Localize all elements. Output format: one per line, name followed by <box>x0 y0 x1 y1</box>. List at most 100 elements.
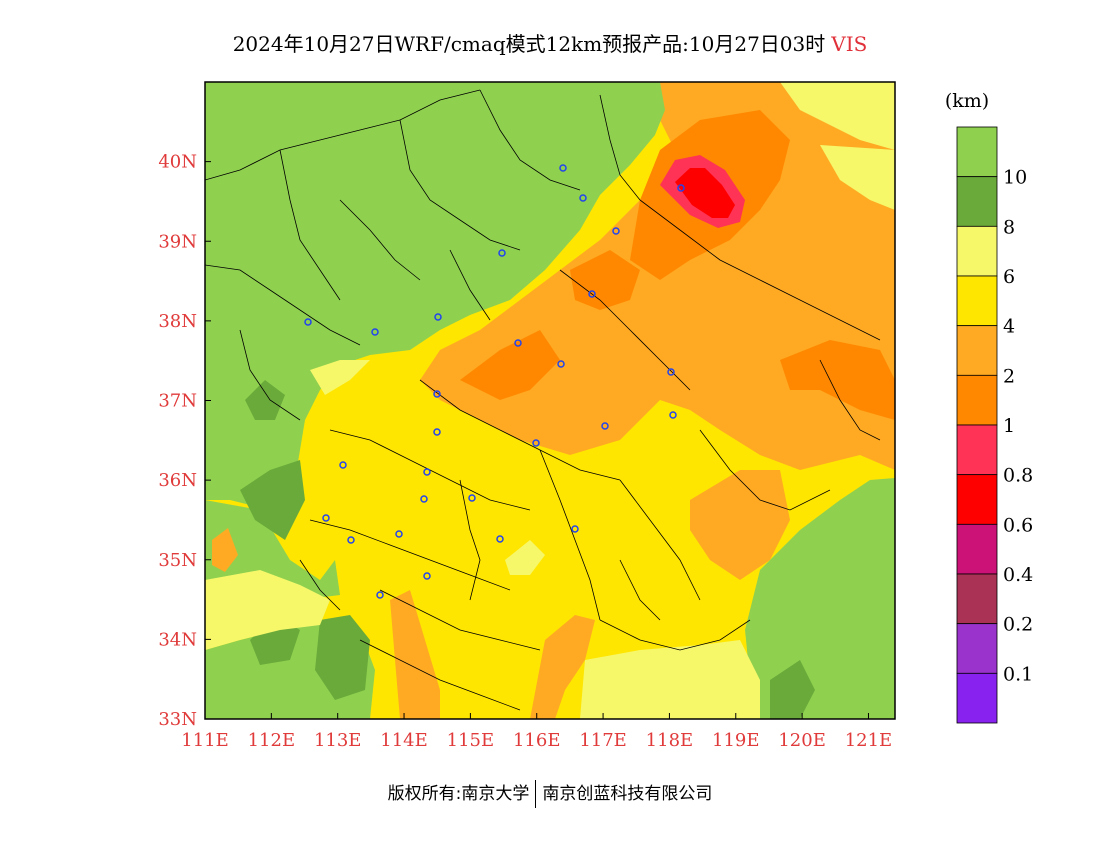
field-light-yellow-ne <box>780 82 895 150</box>
field-dark-orange-c <box>570 250 640 310</box>
city-marker <box>677 184 685 192</box>
colorbar-swatch <box>956 325 998 376</box>
colorbar-label: 6 <box>1003 266 1015 288</box>
footer-left: 版权所有:南京大学 <box>387 784 530 804</box>
lon-tick-label: 120E <box>778 730 826 751</box>
city-marker <box>304 318 312 326</box>
city-marker <box>371 328 379 336</box>
lon-tick-label: 112E <box>248 730 296 751</box>
field-red-core <box>675 168 735 218</box>
field-light-yellow-s3 <box>505 540 545 575</box>
lat-tick-label: 40N <box>158 152 197 173</box>
lat-tick-label: 33N <box>158 709 197 730</box>
colorbar-swatch <box>956 176 998 227</box>
lat-tick-label: 39N <box>158 231 197 252</box>
field-light-yellow-w <box>310 360 370 395</box>
field-dark-green-5 <box>245 380 285 420</box>
lat-tick-label: 35N <box>158 550 197 571</box>
city-marker <box>559 164 567 172</box>
city-marker <box>667 368 675 376</box>
lon-tick-label: 111E <box>181 730 229 751</box>
colorbar-label: 4 <box>1003 316 1015 338</box>
city-marker <box>322 514 330 522</box>
city-marker <box>514 339 522 347</box>
city-marker <box>532 439 540 447</box>
colorbar-label: 10 <box>1003 167 1027 189</box>
field-orange-se <box>690 470 790 580</box>
field-dark-orange-east <box>780 340 895 420</box>
admin-boundaries <box>205 89 881 711</box>
city-marker <box>468 494 476 502</box>
field-dark-orange-mid <box>460 330 560 400</box>
colorbar-label: 0.4 <box>1003 564 1033 586</box>
field-orange-south-2 <box>530 615 595 719</box>
lon-tick-label: 118E <box>646 730 694 751</box>
map-title: 2024年10月27日WRF/cmaq模式12km预报产品:10月27日03时 V… <box>0 28 1100 57</box>
city-marker <box>557 360 565 368</box>
colorbar-swatch <box>956 523 998 575</box>
city-marker <box>339 461 347 469</box>
city-marker <box>669 411 677 419</box>
field-light-yellow-band <box>820 145 895 210</box>
city-marker <box>433 428 441 436</box>
lon-tick-label: 115E <box>447 730 495 751</box>
field-green-nw <box>205 82 665 505</box>
lat-tick-label: 38N <box>158 311 197 332</box>
title-variable: VIS <box>831 32 868 56</box>
colorbar-swatch <box>956 275 998 327</box>
field-dark-green-4 <box>770 660 815 719</box>
city-marker <box>498 249 506 257</box>
lat-tick-label: 37N <box>158 391 197 412</box>
lon-tick-label: 121E <box>845 730 893 751</box>
lon-tick-label: 114E <box>380 730 428 751</box>
colorbar-swatch <box>956 374 998 426</box>
lon-tick-label: 113E <box>314 730 362 751</box>
city-markers <box>304 164 685 599</box>
lat-tick-label: 36N <box>158 470 197 491</box>
colorbar-label: 2 <box>1003 365 1015 387</box>
city-marker <box>423 468 431 476</box>
colorbar-label: 8 <box>1003 216 1015 238</box>
field-light-yellow-s1 <box>205 570 330 650</box>
footer: 版权所有:南京大学 南京创蓝科技有限公司 <box>0 779 1100 808</box>
colorbar-label: 0.6 <box>1003 514 1033 536</box>
lon-tick-label: 116E <box>513 730 561 751</box>
lon-tick-label: 119E <box>712 730 760 751</box>
city-marker <box>347 536 355 544</box>
colorbar-swatch <box>956 573 998 625</box>
colorbar-swatch <box>956 225 998 277</box>
field-orange-west <box>212 528 238 572</box>
city-marker <box>571 525 579 533</box>
city-marker <box>423 572 431 580</box>
lat-tick-label: 34N <box>158 629 197 650</box>
field-layer <box>205 82 895 719</box>
city-marker <box>601 422 609 430</box>
colorbar-label: 1 <box>1003 415 1015 437</box>
field-green-se <box>745 478 895 719</box>
field-orange-south-1 <box>390 590 440 719</box>
colorbar-swatch <box>956 623 998 674</box>
city-marker <box>376 591 384 599</box>
colorbar-swatch <box>956 672 998 724</box>
colorbar-label: 0.8 <box>1003 465 1033 487</box>
city-marker <box>579 194 587 202</box>
colorbar-swatch <box>956 424 998 476</box>
city-marker <box>588 290 596 298</box>
footer-right: 南京创蓝科技有限公司 <box>542 784 713 804</box>
city-marker <box>433 390 441 398</box>
axis-ticks: 111E 112E 113E 114E 115E 116E 117E 118E 119E 120E… <box>158 152 892 751</box>
field-light-yellow-s2 <box>580 640 760 719</box>
colorbar-label: 0.1 <box>1003 663 1033 685</box>
city-marker <box>612 227 620 235</box>
colorbar-swatch <box>956 474 998 525</box>
lon-tick-label: 117E <box>579 730 627 751</box>
footer-separator <box>535 780 537 808</box>
colorbar-unit: (km) <box>945 90 989 112</box>
city-marker <box>395 530 403 538</box>
field-dark-green-3 <box>315 615 370 700</box>
colorbar-swatch <box>956 126 998 178</box>
field-dark-green-1 <box>240 460 305 540</box>
title-main: 2024年10月27日WRF/cmaq模式12km预报产品:10月27日03时 <box>232 32 826 56</box>
city-marker <box>420 495 428 503</box>
